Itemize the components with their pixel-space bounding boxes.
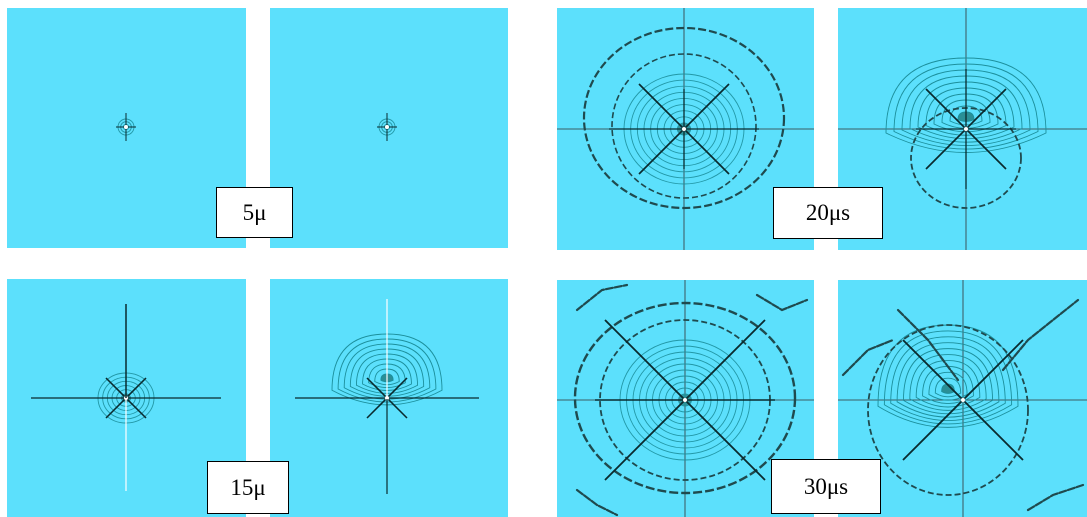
simulation-frame-30us-left [557, 280, 814, 517]
crack-lines [595, 319, 775, 481]
wave-pattern-graphic [377, 113, 397, 141]
simulation-frame-20us-left [557, 8, 814, 250]
crack-lines [377, 113, 397, 141]
simulation-frame-15us-right [270, 279, 508, 517]
time-label-5us: 5μ [216, 187, 293, 238]
wave-pattern-graphic [838, 280, 1087, 517]
wave-pattern-graphic [557, 280, 814, 517]
crack-lines [609, 83, 759, 175]
wave-pattern-graphic [295, 299, 479, 494]
wave-pattern-graphic [838, 8, 1087, 250]
wave-pattern-graphic [116, 113, 136, 141]
time-label-20us: 20μs [773, 187, 883, 239]
time-label-15us: 15μ [207, 461, 289, 514]
crack-lines [902, 339, 1024, 461]
crack-lines [916, 69, 1016, 189]
time-label-30us: 30μs [771, 459, 881, 514]
simulation-frame-5us-left [7, 8, 246, 248]
wave-pattern-graphic [557, 8, 814, 250]
crack-lines [116, 113, 136, 141]
wave-pattern-graphic [31, 304, 221, 491]
simulation-frame-5us-right [270, 8, 508, 248]
simulation-frame-15us-left [7, 279, 246, 517]
fringe-dome [877, 324, 1019, 428]
